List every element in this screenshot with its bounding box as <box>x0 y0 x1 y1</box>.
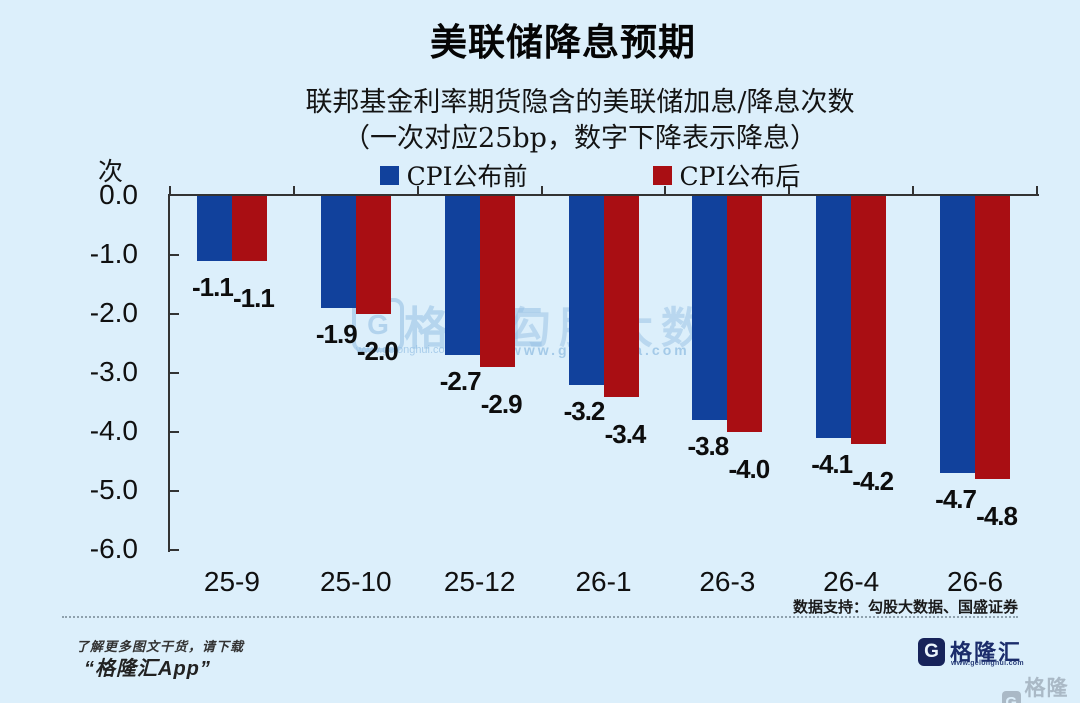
bar-value-label-before: -4.1 <box>811 448 853 479</box>
bar-cpi-before <box>692 196 728 421</box>
bar-cpi-after <box>603 196 639 397</box>
bar-cpi-before <box>816 196 852 438</box>
bar-value-label-before: -1.9 <box>315 319 358 350</box>
gelonghui-logo-icon: G <box>918 638 945 666</box>
x-category-label: 26-6 <box>947 566 1004 597</box>
gelonghui-brand-name: 格隆汇 <box>950 640 1023 665</box>
legend-item-cpi-before: CPI公布前 <box>379 157 528 193</box>
bar-cpi-before <box>444 196 480 356</box>
chart-legend: CPI公布前 CPI公布后 <box>170 159 1010 191</box>
bar-value-label-before: -1.1 <box>192 271 234 302</box>
dotted-separator-line <box>62 616 1018 618</box>
x-axis-tick <box>1036 186 1038 194</box>
bar-value-label-after: -4.0 <box>728 454 770 484</box>
y-axis-tick <box>170 549 179 551</box>
y-tick-label: -2.0 <box>89 297 138 328</box>
y-axis-line <box>168 194 170 552</box>
legend-label: CPI公布前 <box>406 162 528 191</box>
bar-value-label-after: -4.8 <box>976 501 1018 532</box>
y-axis-tick <box>170 490 179 492</box>
bar-value-label-before: -3.8 <box>687 431 729 462</box>
data-source-note: 数据支持：勾股大数据、国盛证券 <box>792 599 1018 616</box>
bar-cpi-after <box>355 196 391 314</box>
y-axis-tick <box>170 254 179 256</box>
y-tick-label: -4.0 <box>89 415 138 446</box>
x-category-label: 25-12 <box>443 566 516 597</box>
y-tick-label: -6.0 <box>89 533 138 564</box>
y-axis-tick <box>170 431 179 433</box>
bar-value-label-before: -3.2 <box>563 395 606 426</box>
y-tick-label: -5.0 <box>89 474 138 505</box>
bar-cpi-after <box>231 196 267 261</box>
corner-watermark: G 格隆汇 <box>1002 672 1080 703</box>
x-category-label: 25-10 <box>319 566 392 597</box>
chart-subtitle-line2: （一次对应25bp，数字下降表示降息） <box>343 123 817 154</box>
x-axis-tick <box>788 186 791 194</box>
footer-promo-line2: “格隆汇App” <box>84 658 211 680</box>
x-category-label: 26-1 <box>575 566 632 597</box>
bar-cpi-before <box>196 196 232 261</box>
bar-value-label-after: -3.4 <box>604 418 647 449</box>
bar-cpi-after <box>727 196 763 432</box>
legend-swatch-icon <box>652 165 672 185</box>
page-title: 美联储降息预期 <box>430 22 696 63</box>
bar-cpi-before <box>940 196 976 474</box>
bar-value-label-after: -2.0 <box>356 336 399 366</box>
x-axis-tick <box>664 186 667 194</box>
x-axis-zero-line <box>168 194 1039 196</box>
chart-subtitle-line1: 联邦基金利率期货隐含的美联储加息/降息次数 <box>305 87 855 118</box>
bar-cpi-after <box>975 196 1011 480</box>
footer-promo-line1: 了解更多图文干货，请下载 <box>76 639 245 654</box>
y-axis-tick <box>170 372 179 374</box>
x-axis-tick <box>416 186 419 194</box>
corner-watermark-brand: 格隆汇 <box>1024 677 1069 700</box>
corner-watermark-logo-icon: G <box>1002 691 1021 703</box>
y-tick-label: 0.0 <box>99 179 138 210</box>
bar-cpi-before <box>568 196 604 385</box>
bar-value-label-after: -2.9 <box>480 389 523 420</box>
y-axis-tick <box>170 313 179 315</box>
bar-value-label-after: -4.2 <box>852 465 894 496</box>
legend-label: CPI公布后 <box>679 162 801 191</box>
gelonghui-brand-url: www.gelonghui.com <box>951 660 1024 667</box>
watermark-brand-url: www.gelonghui.com <box>356 344 454 356</box>
y-tick-label: -1.0 <box>89 238 138 269</box>
bar-cpi-before <box>320 196 356 309</box>
x-category-label: 26-3 <box>699 566 756 597</box>
bar-value-label-after: -1.1 <box>233 282 275 313</box>
y-axis-unit-label: 次 <box>98 157 124 186</box>
x-axis-tick <box>912 186 915 194</box>
bar-value-label-before: -4.7 <box>935 484 977 515</box>
bar-cpi-after <box>851 196 887 444</box>
x-category-label: 26-4 <box>823 566 880 597</box>
y-tick-label: -3.0 <box>89 356 138 387</box>
x-axis-tick <box>292 186 295 194</box>
x-axis-tick <box>540 186 543 194</box>
legend-item-cpi-after: CPI公布后 <box>652 157 801 193</box>
legend-swatch-icon <box>379 165 399 185</box>
x-axis-tick <box>169 186 171 194</box>
x-category-label: 25-9 <box>203 566 260 597</box>
bar-cpi-after <box>479 196 515 368</box>
bar-value-label-before: -2.7 <box>439 366 482 397</box>
